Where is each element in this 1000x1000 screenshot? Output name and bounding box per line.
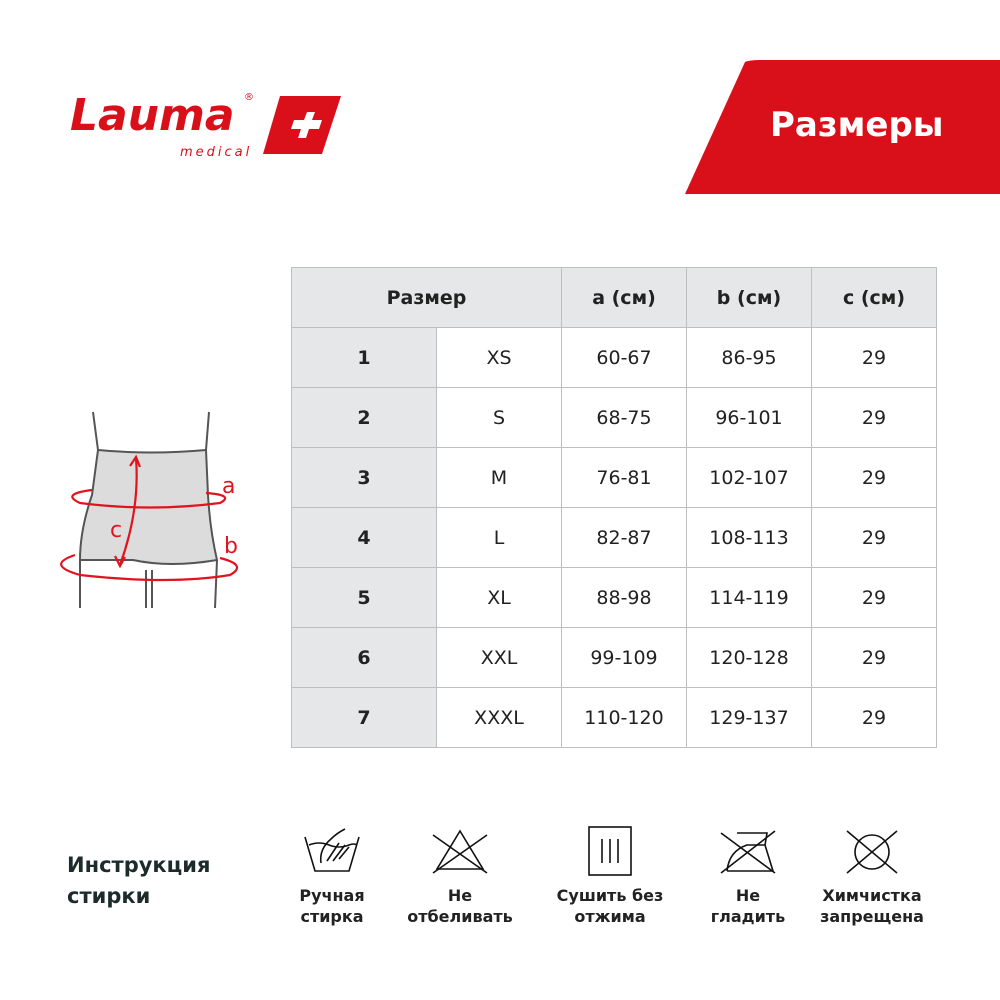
size-table: Размер a (см) b (см) c (см) 1 XS 60-67 86-9… bbox=[291, 267, 937, 748]
header-banner bbox=[685, 60, 1000, 194]
care-label: Не отбеливать bbox=[400, 885, 520, 927]
care-label-line: стирка bbox=[300, 907, 364, 926]
care-label-line: Не bbox=[447, 886, 473, 905]
value-b: 114-119 bbox=[686, 567, 812, 628]
table-row: 7 XXXL 110-120 129-137 29 bbox=[291, 687, 937, 748]
label-a: a bbox=[222, 474, 235, 499]
care-label: Не гладить bbox=[688, 885, 808, 927]
care-item: Не гладить bbox=[688, 825, 808, 927]
care-label-line: отбеливать bbox=[407, 907, 513, 926]
value-a: 82-87 bbox=[561, 507, 687, 568]
care-item: Сушить без отжима bbox=[550, 825, 670, 927]
size-number: 5 bbox=[291, 567, 437, 628]
value-a: 110-120 bbox=[561, 687, 687, 748]
care-label-line: отжима bbox=[574, 907, 646, 926]
svg-text:medical: medical bbox=[180, 145, 252, 160]
table-row: 4 L 82-87 108-113 29 bbox=[291, 507, 937, 568]
value-a: 68-75 bbox=[561, 387, 687, 448]
care-label-line: гладить bbox=[710, 907, 786, 926]
size-letter: S bbox=[436, 387, 562, 448]
no-dry-clean-icon bbox=[846, 830, 898, 874]
no-bleach-icon bbox=[432, 829, 488, 874]
care-item: Не отбеливать bbox=[400, 825, 520, 927]
table-row: 1 XS 60-67 86-95 29 bbox=[291, 327, 937, 388]
value-c: 29 bbox=[811, 687, 937, 748]
table-header-row: Размер a (см) b (см) c (см) bbox=[291, 267, 937, 328]
value-c: 29 bbox=[811, 567, 937, 628]
value-b: 102-107 bbox=[686, 447, 812, 508]
page-title: Размеры bbox=[770, 105, 944, 145]
header-c: c (см) bbox=[811, 267, 937, 328]
care-label-line: Ручная bbox=[299, 886, 365, 905]
value-a: 76-81 bbox=[561, 447, 687, 508]
value-a: 88-98 bbox=[561, 567, 687, 628]
size-letter: XXL bbox=[436, 627, 562, 688]
care-title-line: стирки bbox=[67, 884, 151, 908]
size-letter: XXXL bbox=[436, 687, 562, 748]
care-label: Ручная стирка bbox=[272, 885, 392, 927]
care-instructions-title: Инструкция стирки bbox=[67, 850, 210, 912]
value-b: 86-95 bbox=[686, 327, 812, 388]
value-c: 29 bbox=[811, 447, 937, 508]
care-title-line: Инструкция bbox=[67, 853, 211, 877]
care-item: Химчистка запрещена bbox=[812, 825, 932, 927]
svg-text:Lauma: Lauma bbox=[70, 90, 235, 141]
svg-text:®: ® bbox=[244, 92, 254, 103]
body-measurement-figure: a b c bbox=[50, 400, 250, 614]
table-row: 5 XL 88-98 114-119 29 bbox=[291, 567, 937, 628]
care-label-line: Не bbox=[735, 886, 761, 905]
value-b: 120-128 bbox=[686, 627, 812, 688]
table-row: 6 XXL 99-109 120-128 29 bbox=[291, 627, 937, 688]
value-a: 60-67 bbox=[561, 327, 687, 388]
value-c: 29 bbox=[811, 387, 937, 448]
care-label-line: Сушить без bbox=[556, 886, 664, 905]
care-label: Сушить без отжима bbox=[550, 885, 670, 927]
size-number: 7 bbox=[291, 687, 437, 748]
brand-logo: Lauma medical ® bbox=[70, 88, 360, 164]
care-label-line: запрещена bbox=[820, 907, 924, 926]
label-b: b bbox=[224, 534, 238, 559]
value-c: 29 bbox=[811, 507, 937, 568]
value-b: 129-137 bbox=[686, 687, 812, 748]
header-size: Размер bbox=[291, 267, 562, 328]
table-row: 2 S 68-75 96-101 29 bbox=[291, 387, 937, 448]
value-c: 29 bbox=[811, 627, 937, 688]
size-letter: M bbox=[436, 447, 562, 508]
size-letter: XS bbox=[436, 327, 562, 388]
value-b: 108-113 bbox=[686, 507, 812, 568]
size-letter: L bbox=[436, 507, 562, 568]
size-number: 6 bbox=[291, 627, 437, 688]
care-label: Химчистка запрещена bbox=[812, 885, 932, 927]
size-letter: XL bbox=[436, 567, 562, 628]
value-a: 99-109 bbox=[561, 627, 687, 688]
value-c: 29 bbox=[811, 327, 937, 388]
hand-wash-icon bbox=[304, 828, 360, 872]
size-number: 3 bbox=[291, 447, 437, 508]
label-c: c bbox=[110, 518, 122, 543]
size-number: 4 bbox=[291, 507, 437, 568]
header-b: b (см) bbox=[686, 267, 812, 328]
value-b: 96-101 bbox=[686, 387, 812, 448]
table-row: 3 M 76-81 102-107 29 bbox=[291, 447, 937, 508]
header-a: a (см) bbox=[561, 267, 687, 328]
care-item: Ручная стирка bbox=[272, 825, 392, 927]
size-number: 2 bbox=[291, 387, 437, 448]
no-iron-icon bbox=[720, 830, 776, 874]
drip-dry-icon bbox=[588, 826, 632, 876]
care-label-line: Химчистка bbox=[822, 886, 922, 905]
size-number: 1 bbox=[291, 327, 437, 388]
